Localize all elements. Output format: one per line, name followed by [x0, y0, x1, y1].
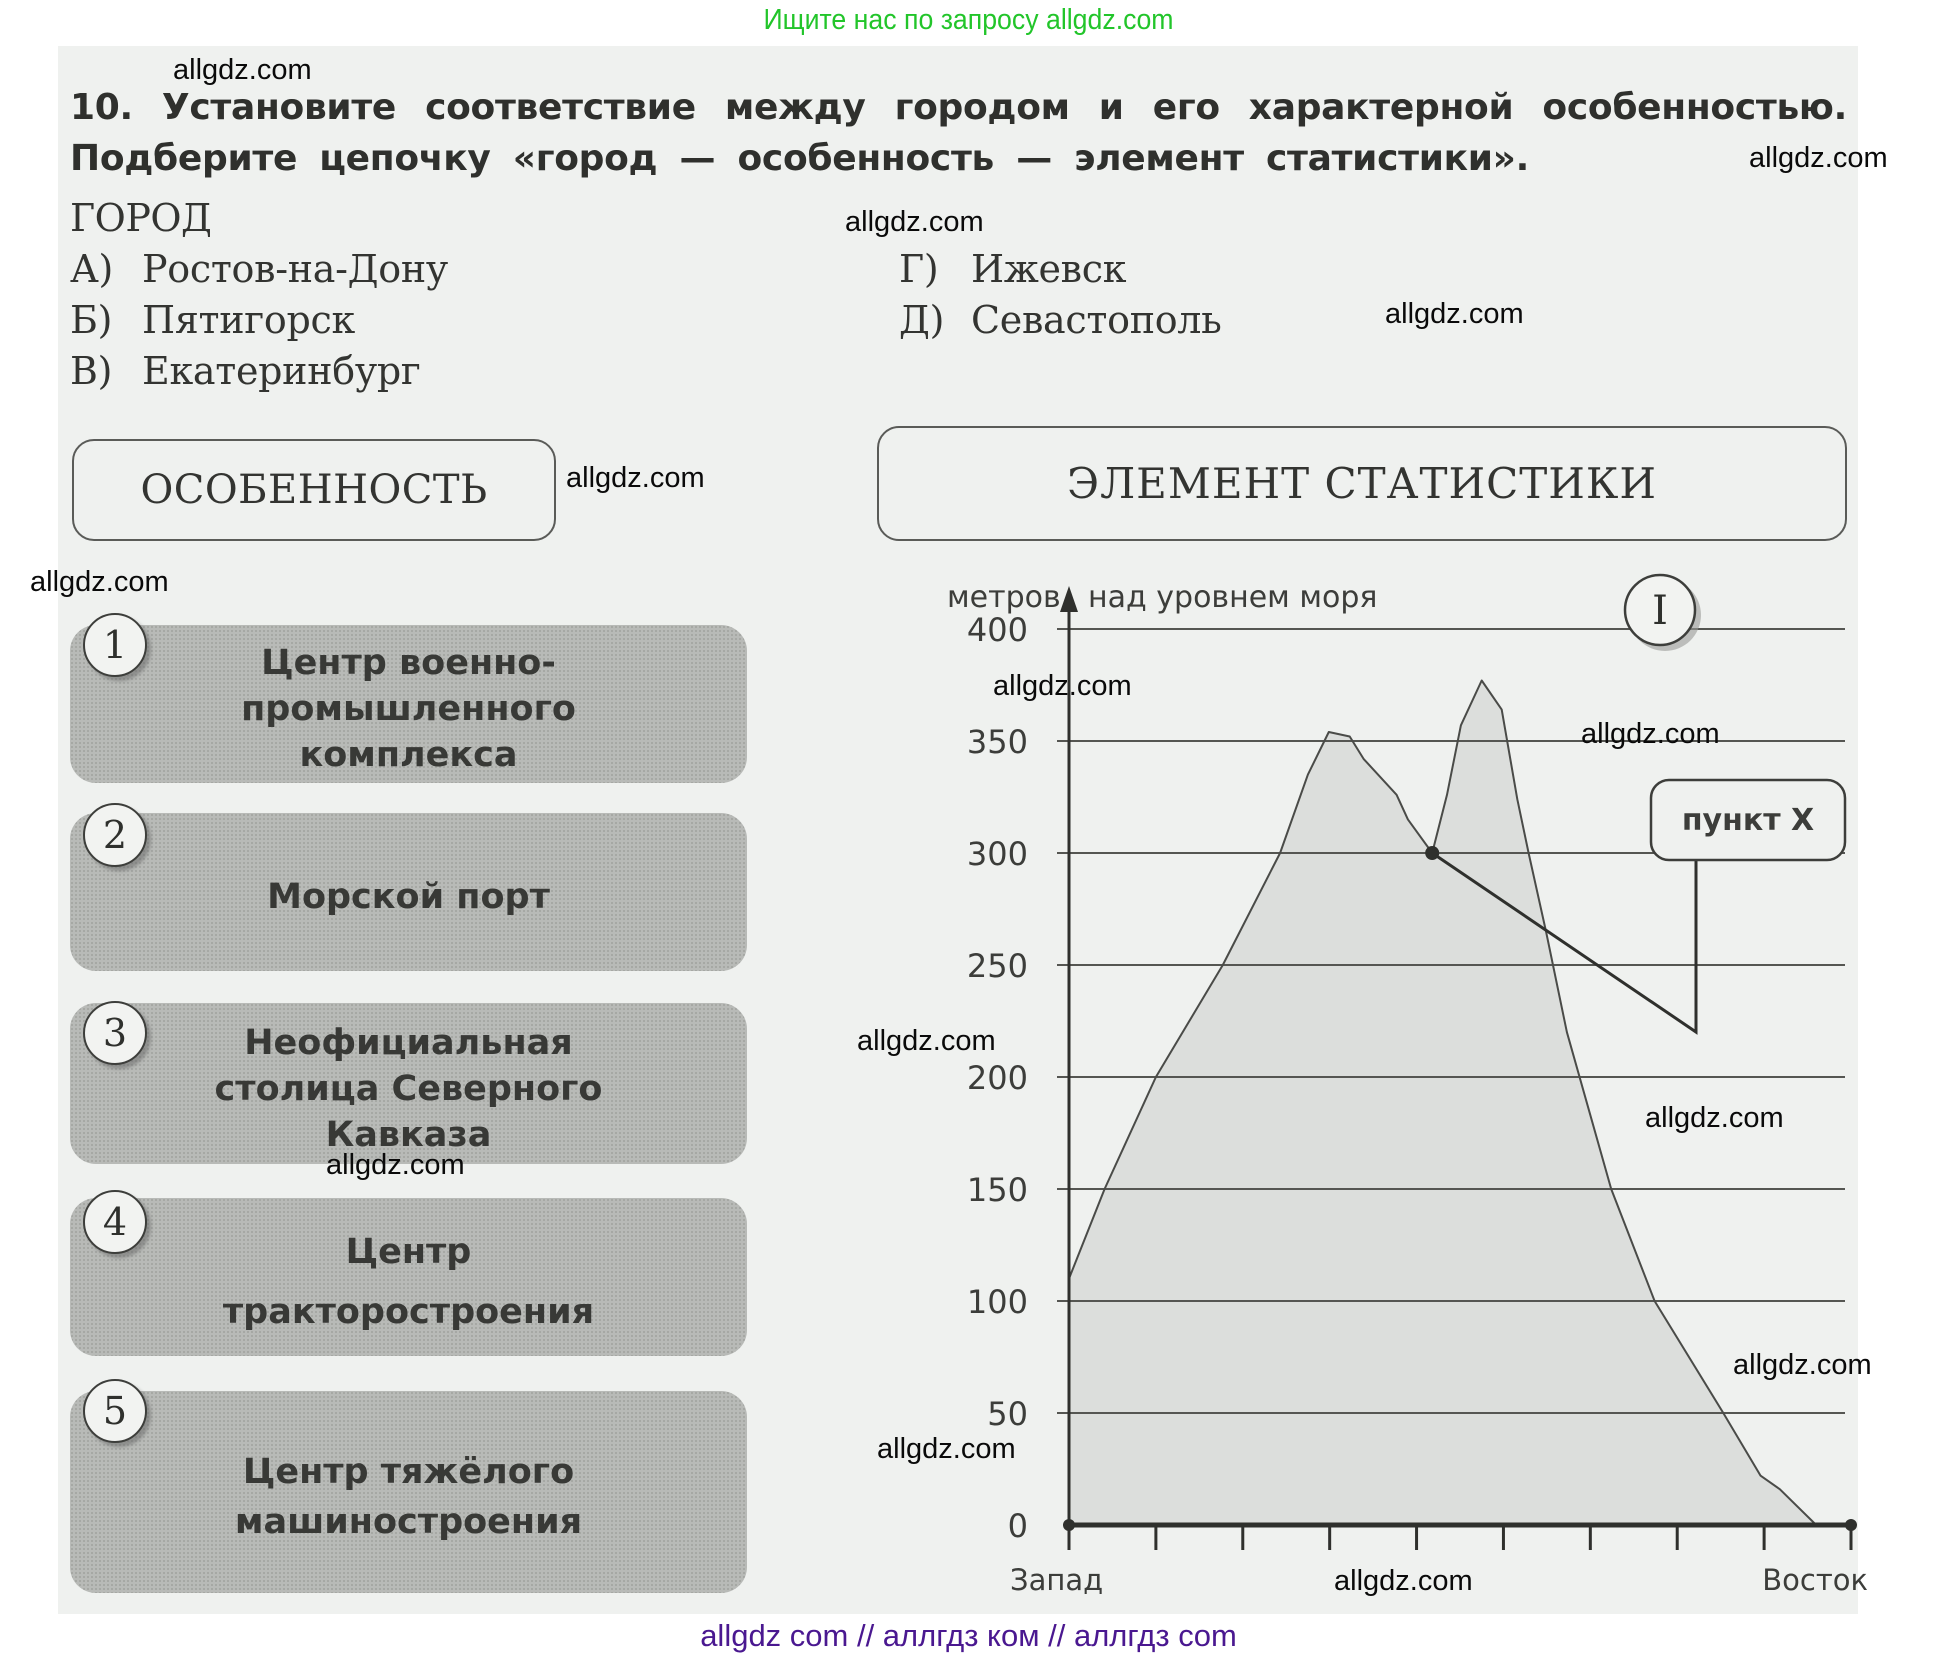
city-item-d: Д) Севастополь	[899, 298, 1222, 342]
city-letter: Д)	[899, 298, 945, 342]
watermark-text: allgdz.com	[1645, 1102, 1784, 1134]
watermark-text: allgdz.com	[1385, 298, 1524, 330]
watermark-text: allgdz.com	[877, 1433, 1016, 1465]
statistics-heading: ЭЛЕМЕНТ СТАТИСТИКИ	[1066, 459, 1657, 508]
point-x-label: пункт X	[1682, 803, 1814, 838]
city-letter: Г)	[899, 247, 939, 291]
feature-number-4: 4	[83, 1190, 147, 1254]
x-label-east: Восток	[1762, 1563, 1868, 1597]
feature-number-5: 5	[83, 1379, 147, 1443]
y-label-prefix: метров	[947, 580, 1061, 615]
y-tick-label: 100	[967, 1283, 1028, 1321]
watermark-text: allgdz.com	[993, 670, 1132, 702]
feature-text: Морской порт	[267, 877, 550, 917]
feature-card-2[interactable]: Морской порт	[70, 813, 747, 971]
y-label-suffix: над уровнем моря	[1088, 580, 1377, 615]
point-x-label-box	[1649, 778, 1847, 862]
city-letter: Б)	[70, 298, 113, 342]
feature-text: Неофициальная столица Северного Кавказа	[214, 1022, 603, 1155]
feature-text: Центр тяжёлого машиностроения	[234, 1452, 583, 1542]
watermark-text: allgdz.com	[1581, 718, 1720, 750]
y-tick-label: 400	[967, 611, 1028, 649]
y-tick-label: 50	[987, 1395, 1028, 1433]
watermark-text: allgdz.com	[30, 566, 169, 598]
footer-watermark: allgdz com // аллгдз ком // аллгдз com	[700, 1618, 1237, 1653]
city-item-a: А) Ростов-на-Дону	[70, 247, 448, 291]
elevation-area	[1069, 680, 1817, 1525]
feature-card-5[interactable]: Центр тяжёлого машиностроения	[70, 1391, 747, 1593]
feature-card-1[interactable]: Центр военно-промышленного комплекса	[70, 625, 747, 783]
city-item-v: В) Екатеринбург	[70, 349, 421, 393]
feature-text: Центр военно-промышленного комплекса	[241, 643, 576, 775]
badge-label: I	[1652, 588, 1668, 634]
city-name: Севастополь	[971, 298, 1222, 342]
x-label-west: Запад	[1010, 1563, 1103, 1597]
feature-card-3[interactable]: Неофициальная столица Северного Кавказа	[70, 1003, 747, 1164]
city-name: Ижевск	[971, 247, 1127, 291]
city-item-b: Б) Пятигорск	[70, 298, 355, 342]
feature-number-3: 3	[83, 1001, 147, 1065]
city-heading: ГОРОД	[70, 196, 212, 240]
city-item-g: Г) Ижевск	[899, 247, 1127, 291]
task-title-line-1: 10. Установите соответствие между городо…	[70, 87, 1847, 128]
elevation-outline	[1068, 679, 1817, 1526]
watermark-text: allgdz.com	[566, 462, 705, 494]
city-letter: В)	[70, 349, 113, 393]
watermark-text: allgdz.com	[1749, 142, 1888, 174]
watermark-text: allgdz.com	[857, 1025, 996, 1057]
feature-card-4[interactable]: Центр тракторостроения	[70, 1198, 747, 1356]
y-tick-label: 300	[967, 835, 1028, 873]
watermark-text: allgdz.com	[173, 54, 312, 86]
city-letter: А)	[70, 247, 114, 291]
features-heading-box: ОСОБЕННОСТЬ	[72, 439, 556, 541]
task-title-line-2: Подберите цепочку «город — особенность —…	[70, 138, 1530, 179]
y-tick-label: 150	[967, 1171, 1028, 1209]
y-axis-arrow-icon	[1060, 586, 1078, 612]
y-tick-label: 0	[1008, 1507, 1028, 1545]
point-x-marker	[1425, 846, 1440, 860]
city-name: Ростов-на-Дону	[142, 247, 448, 291]
city-name: Пятигорск	[142, 298, 355, 342]
watermark-text: allgdz.com	[1334, 1565, 1473, 1597]
watermark-text: allgdz.com	[845, 206, 984, 238]
y-tick-label: 200	[967, 1059, 1028, 1097]
features-heading: ОСОБЕННОСТЬ	[140, 467, 488, 513]
statistics-heading-box: ЭЛЕМЕНТ СТАТИСТИКИ	[877, 426, 1847, 541]
y-tick-label: 350	[967, 723, 1028, 761]
feature-number-1: 1	[83, 613, 147, 677]
task-title: 10. Установите соответствие между городо…	[70, 82, 1847, 184]
point-x-leader-line	[1431, 851, 1698, 1035]
watermark-text: allgdz.com	[326, 1149, 465, 1181]
y-tick-label: 250	[967, 947, 1028, 985]
feature-number-2: 2	[83, 803, 147, 867]
city-name: Екатеринбург	[142, 349, 421, 393]
feature-text: Центр тракторостроения	[222, 1232, 595, 1332]
search-banner: Ищите нас по запросу allgdz.com	[763, 4, 1174, 36]
watermark-text: allgdz.com	[1733, 1349, 1872, 1381]
badge-circle	[1623, 573, 1697, 647]
